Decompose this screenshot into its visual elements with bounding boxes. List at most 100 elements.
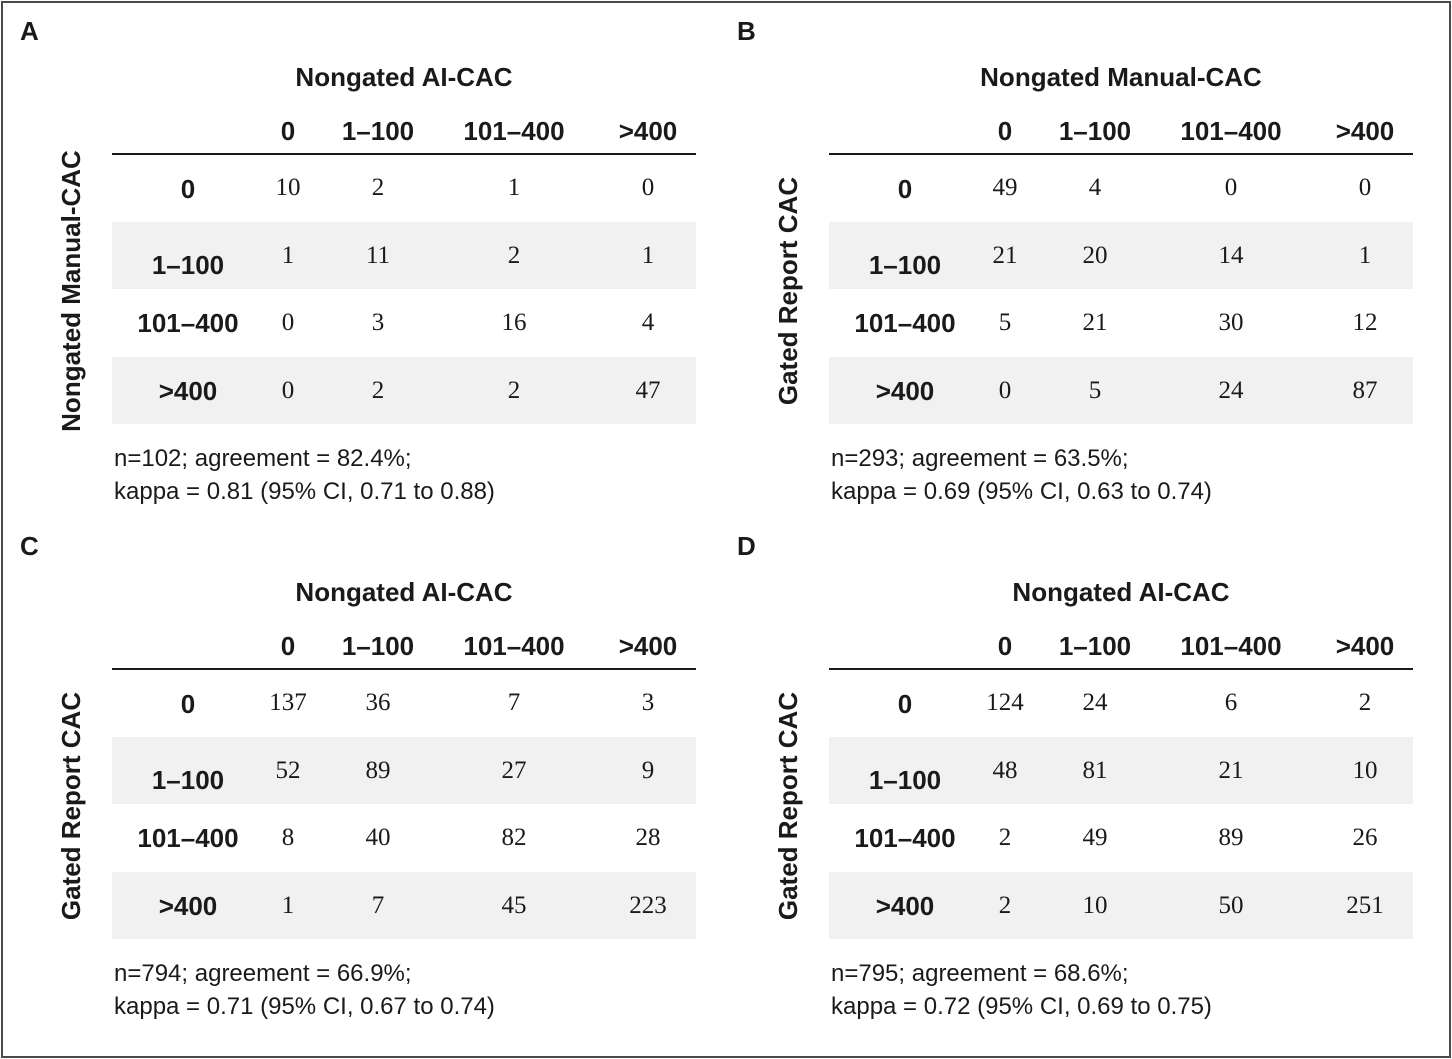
column-header: >400 xyxy=(618,116,678,146)
table-cell: 30 xyxy=(1218,309,1244,336)
table-cell: 137 xyxy=(269,689,307,716)
table-cell: 24 xyxy=(1082,689,1108,716)
table-cell: 0 xyxy=(281,309,295,336)
column-header: 101–400 xyxy=(1180,116,1282,146)
summary-note-line1: n=795; agreement = 68.6%; xyxy=(831,960,1129,987)
column-header: 0 xyxy=(280,116,296,146)
table-cell: 50 xyxy=(1218,892,1244,919)
table-cell: 0 xyxy=(998,377,1012,404)
column-header: >400 xyxy=(1335,631,1395,661)
table-cell: 2 xyxy=(507,377,521,404)
table-cell: 12 xyxy=(1352,309,1378,336)
table-cell: 21 xyxy=(1082,309,1108,336)
row-header: >400 xyxy=(158,891,218,921)
row-band xyxy=(829,872,1413,939)
table-cell: 89 xyxy=(365,757,391,784)
row-axis-title: Gated Report CAC xyxy=(773,176,803,406)
header-rule xyxy=(112,668,696,670)
summary-note-line1: n=102; agreement = 82.4%; xyxy=(114,445,412,472)
row-header: 1–100 xyxy=(868,250,942,280)
panel-letter: A xyxy=(20,16,39,46)
table-cell: 0 xyxy=(1358,174,1372,201)
row-header: 101–400 xyxy=(854,823,956,853)
table-cell: 1 xyxy=(281,892,295,919)
table-cell: 47 xyxy=(635,377,661,404)
header-rule xyxy=(112,153,696,155)
column-header: 101–400 xyxy=(463,116,565,146)
column-header: >400 xyxy=(618,631,678,661)
row-header: 1–100 xyxy=(868,765,942,795)
table-cell: 0 xyxy=(641,174,655,201)
panel-1: B Nongated Manual-CAC Gated Report CAC 0 1–1… xyxy=(717,0,1437,515)
row-header: 1–100 xyxy=(151,250,225,280)
table-cell: 5 xyxy=(998,309,1012,336)
table-cell: 11 xyxy=(365,242,391,269)
table-cell: 48 xyxy=(992,757,1018,784)
table-cell: 27 xyxy=(501,757,527,784)
table-cell: 7 xyxy=(507,689,521,716)
table-cell: 21 xyxy=(1218,757,1244,784)
row-band xyxy=(112,222,696,289)
table-cell: 6 xyxy=(1224,689,1238,716)
table-cell: 20 xyxy=(1082,242,1108,269)
table-cell: 49 xyxy=(992,174,1018,201)
row-band xyxy=(829,222,1413,289)
column-header: 0 xyxy=(997,631,1013,661)
column-header: 1–100 xyxy=(1058,631,1132,661)
table-cell: 2 xyxy=(1358,689,1372,716)
table-cell: 10 xyxy=(1082,892,1108,919)
column-header: 1–100 xyxy=(341,631,415,661)
row-axis-title: Gated Report CAC xyxy=(773,691,803,921)
row-band xyxy=(112,737,696,804)
table-cell: 1 xyxy=(281,242,295,269)
column-axis-title: Nongated AI-CAC xyxy=(1012,577,1230,607)
column-axis-title: Nongated Manual-CAC xyxy=(980,62,1262,92)
table-cell: 2 xyxy=(998,824,1012,851)
table-cell: 1 xyxy=(1358,242,1372,269)
column-axis-title: Nongated AI-CAC xyxy=(295,577,513,607)
panel-letter: C xyxy=(20,531,39,561)
table-cell: 4 xyxy=(1088,174,1102,201)
row-axis-title: Gated Report CAC xyxy=(56,691,86,921)
summary-note-line2: kappa = 0.71 (95% CI, 0.67 to 0.74) xyxy=(114,993,495,1020)
table-cell: 1 xyxy=(641,242,655,269)
row-band xyxy=(829,357,1413,424)
table-cell: 223 xyxy=(629,892,667,919)
table-cell: 5 xyxy=(1088,377,1102,404)
row-header: 0 xyxy=(897,174,913,204)
table-cell: 0 xyxy=(1224,174,1238,201)
column-header: 1–100 xyxy=(1058,116,1132,146)
row-header: 0 xyxy=(180,689,196,719)
table-cell: 8 xyxy=(281,824,295,851)
table-cell: 9 xyxy=(641,757,655,784)
row-header: 101–400 xyxy=(854,308,956,338)
table-cell: 7 xyxy=(371,892,385,919)
row-header: 1–100 xyxy=(151,765,225,795)
table-cell: 124 xyxy=(986,689,1024,716)
column-header: >400 xyxy=(1335,116,1395,146)
table-cell: 81 xyxy=(1082,757,1108,784)
panel-letter: D xyxy=(737,531,756,561)
column-header: 0 xyxy=(280,631,296,661)
row-header: 0 xyxy=(180,174,196,204)
row-header: >400 xyxy=(875,891,935,921)
column-header: 101–400 xyxy=(1180,631,1282,661)
column-header: 0 xyxy=(997,116,1013,146)
table-cell: 26 xyxy=(1352,824,1378,851)
table-cell: 49 xyxy=(1082,824,1108,851)
table-cell: 2 xyxy=(507,242,521,269)
column-header: 1–100 xyxy=(341,116,415,146)
header-rule xyxy=(829,668,1413,670)
table-cell: 36 xyxy=(365,689,391,716)
panel-3: D Nongated AI-CAC Gated Report CAC 0 1–100 10… xyxy=(717,515,1437,1030)
row-axis-title: Nongated Manual-CAC xyxy=(56,150,86,432)
row-header: 0 xyxy=(897,689,913,719)
row-header: >400 xyxy=(875,376,935,406)
table-cell: 14 xyxy=(1218,242,1244,269)
summary-note-line1: n=794; agreement = 66.9%; xyxy=(114,960,412,987)
table-cell: 10 xyxy=(275,174,301,201)
table-cell: 21 xyxy=(992,242,1018,269)
panel-letter: B xyxy=(737,16,756,46)
table-cell: 89 xyxy=(1218,824,1244,851)
